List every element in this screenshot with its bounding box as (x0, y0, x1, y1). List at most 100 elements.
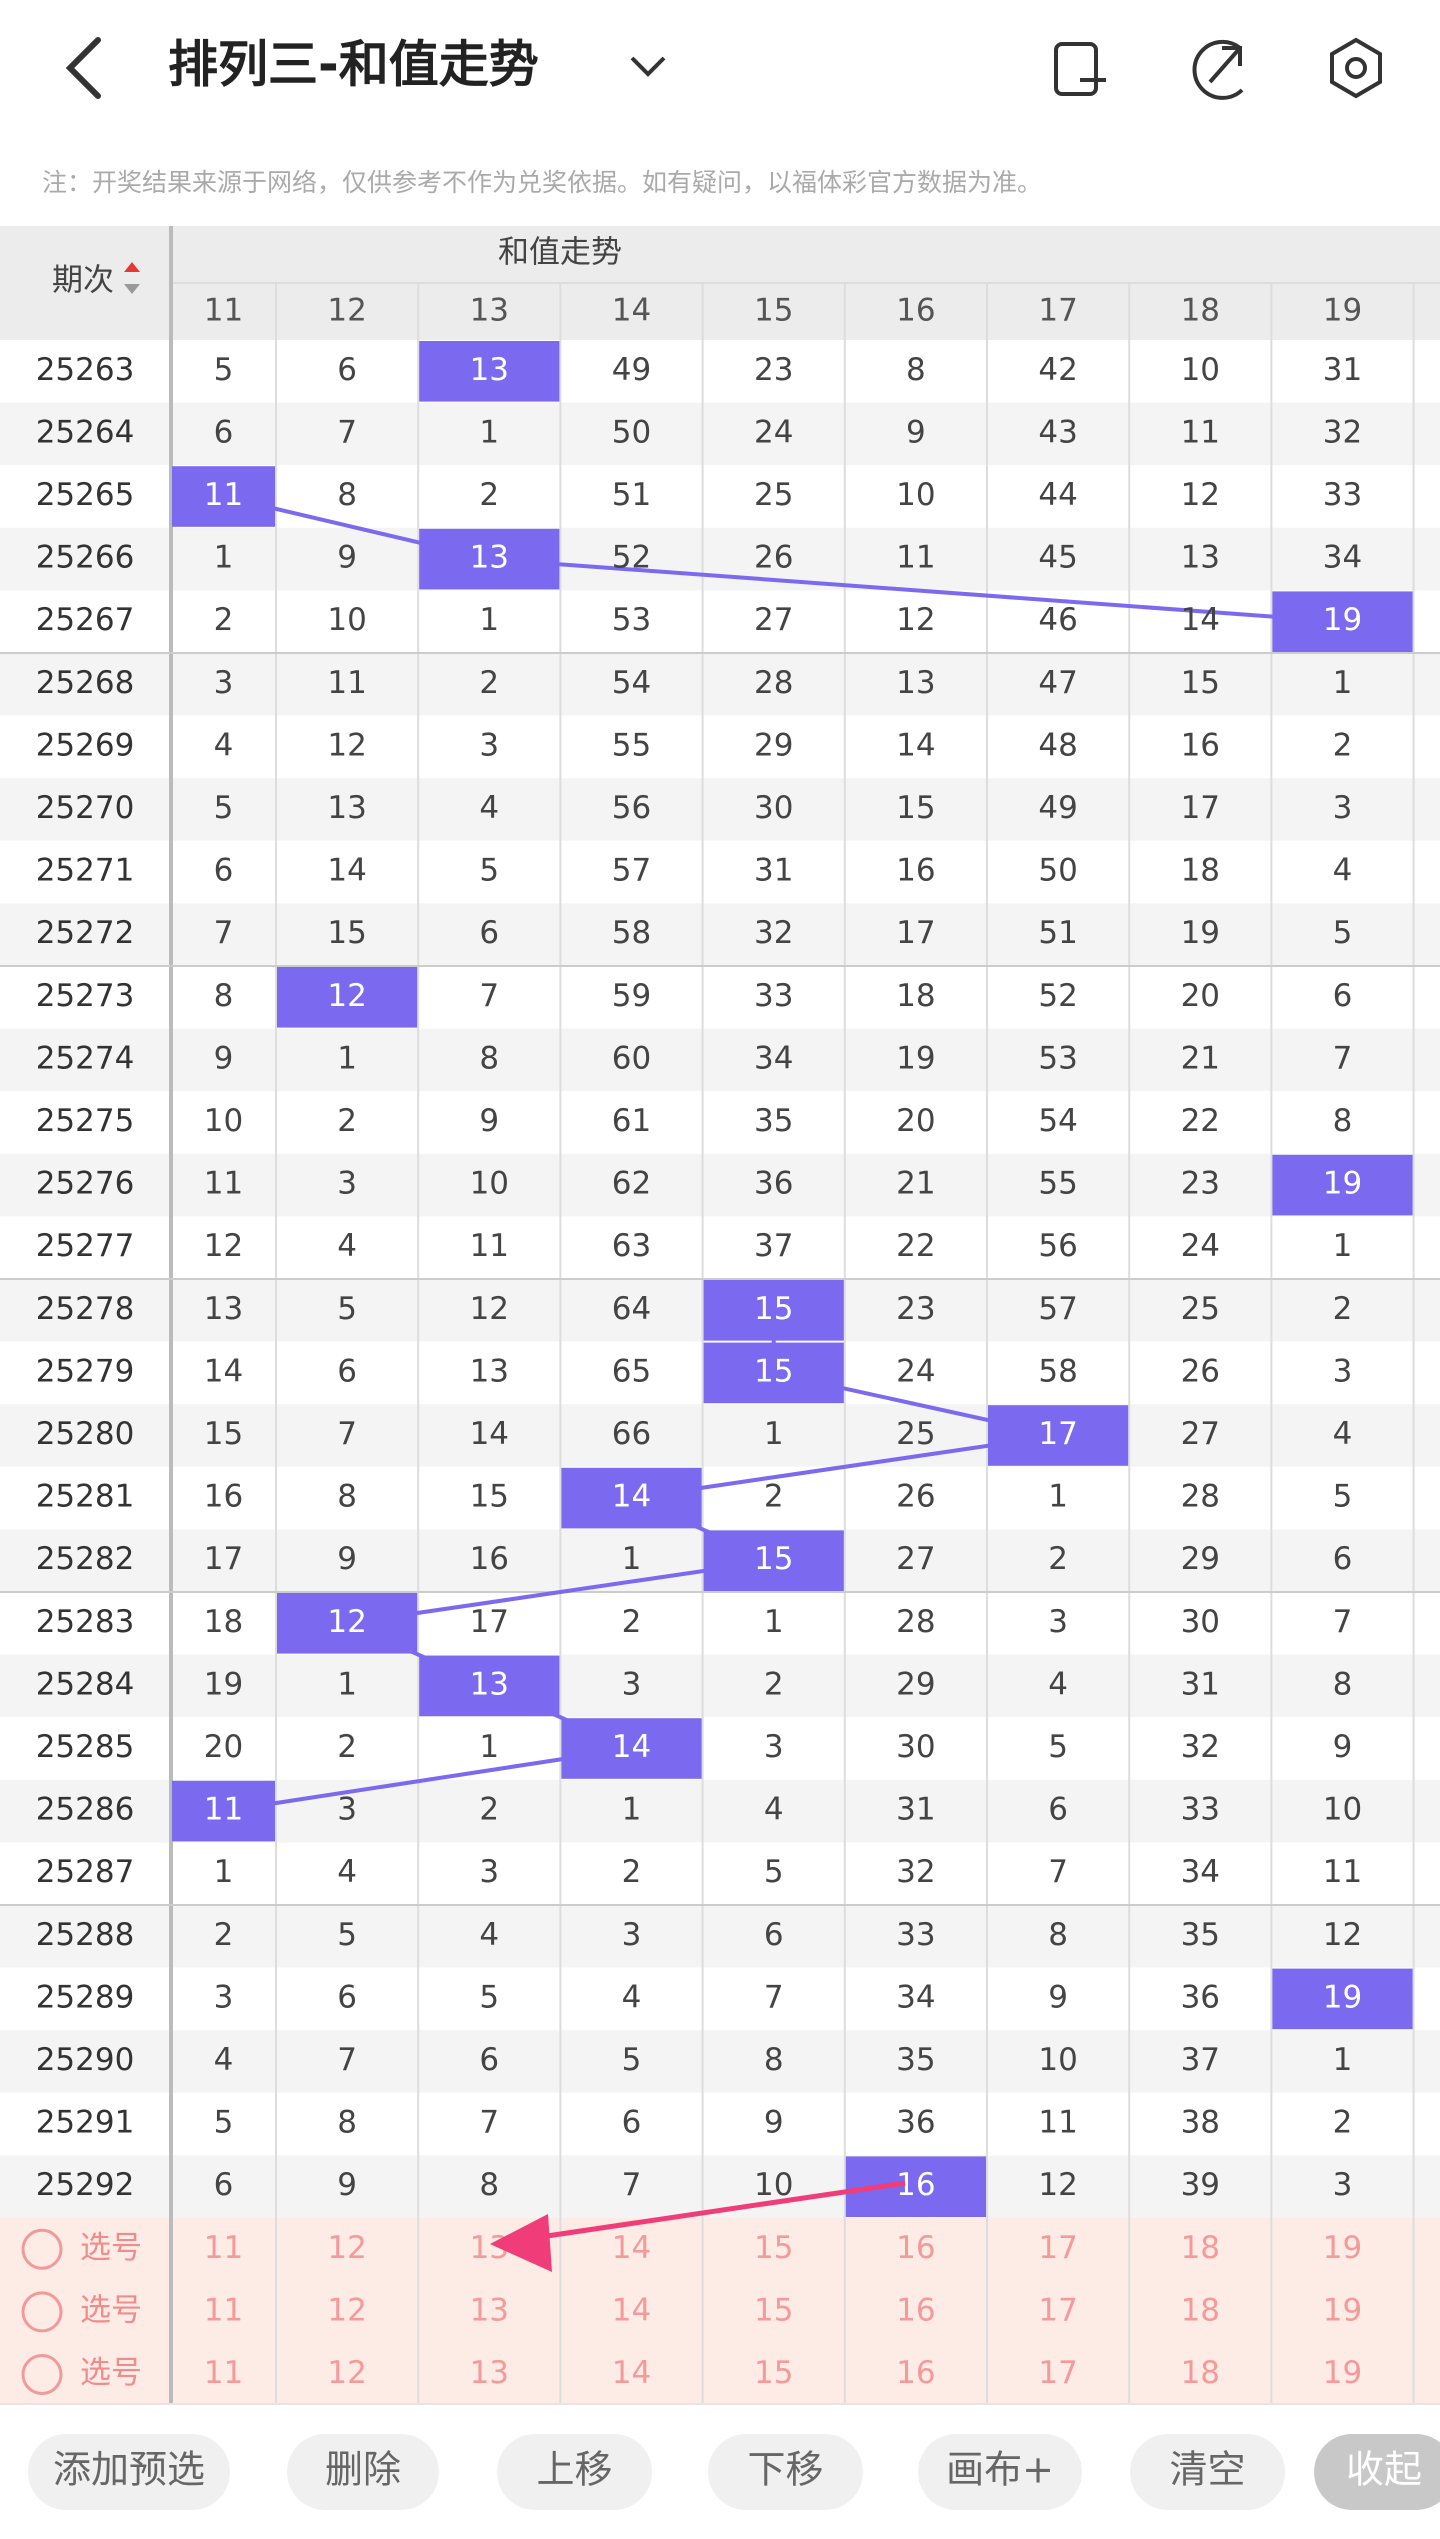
pick-number[interactable]: 17 (1038, 2292, 1077, 2328)
toolbar-button[interactable] (497, 2434, 652, 2510)
cell-value: 61 (612, 1103, 651, 1139)
period: 25292 (36, 2167, 135, 2203)
pick-number[interactable]: 18 (1181, 2355, 1220, 2391)
pick-number[interactable]: 16 (896, 2292, 935, 2328)
period: 25288 (36, 1917, 135, 1953)
toolbar-button-label[interactable]: 下移 (747, 2448, 823, 2492)
highlight-cell (419, 341, 560, 402)
pick-number[interactable]: 14 (612, 2355, 651, 2391)
icon-share[interactable] (1192, 39, 1244, 100)
period: 25266 (36, 540, 135, 576)
pick-label: 选号 (80, 2230, 142, 2266)
highlight-cell (1272, 1968, 1413, 2030)
cell-value: 36 (896, 2105, 935, 2141)
cell-value: 33 (1323, 477, 1362, 513)
cell-value: 31 (1181, 1666, 1220, 1702)
pick-number[interactable]: 13 (470, 2355, 509, 2391)
pick-number[interactable]: 19 (1323, 2230, 1362, 2266)
pick-number[interactable]: 16 (896, 2230, 935, 2266)
cell-value: 28 (754, 665, 793, 701)
pick-radio[interactable] (21, 2291, 63, 2333)
row-bg (0, 1404, 1440, 1467)
period: 25286 (36, 1792, 135, 1828)
pick-number[interactable]: 17 (1038, 2355, 1077, 2391)
icon-settings[interactable] (1330, 37, 1382, 99)
cell-value: 1 (1333, 665, 1353, 701)
icon-phone[interactable] (1054, 42, 1106, 96)
toolbar-button-label[interactable]: 收起 (1346, 2448, 1422, 2492)
cell-value: 37 (1181, 2042, 1220, 2078)
pick-number[interactable]: 19 (1323, 2355, 1362, 2391)
back-button[interactable] (65, 37, 101, 99)
cell-value: 7 (764, 1979, 784, 2015)
sort-icon[interactable] (124, 262, 140, 272)
toolbar-button[interactable] (918, 2434, 1082, 2510)
cell-value: 7 (622, 2167, 642, 2203)
cell-value: 4 (1333, 1416, 1353, 1452)
cell-value: 14 (204, 1353, 243, 1389)
toolbar-button-label[interactable]: 清空 (1169, 2448, 1245, 2492)
toolbar-button[interactable] (1130, 2434, 1285, 2510)
pick-number[interactable]: 18 (1181, 2230, 1220, 2266)
toolbar-button-label[interactable]: 上移 (536, 2448, 612, 2492)
cell-value: 20 (896, 1103, 935, 1139)
annotation-arrow (519, 2180, 906, 2243)
pick-radio[interactable] (21, 2228, 63, 2270)
cell-value: 10 (1181, 352, 1220, 388)
cell-value: 14 (612, 1479, 651, 1515)
row-bg (0, 590, 1440, 653)
pick-number[interactable]: 15 (754, 2292, 793, 2328)
toolbar-button[interactable] (28, 2434, 230, 2510)
cell-value: 11 (1038, 2105, 1077, 2141)
period: 25278 (36, 1291, 135, 1327)
toolbar-button-label[interactable]: 添加预选 (53, 2448, 205, 2492)
pick-number[interactable]: 13 (470, 2292, 509, 2328)
cell-value: 21 (1181, 1040, 1220, 1076)
pick-number[interactable]: 17 (1038, 2230, 1077, 2266)
column-header: 17 (1038, 293, 1077, 329)
pick-number[interactable]: 14 (612, 2230, 651, 2266)
period: 25289 (36, 1979, 135, 2015)
pick-number[interactable]: 11 (204, 2292, 243, 2328)
cell-value: 14 (327, 853, 366, 889)
notice: 注：开奖结果来源于网络，仅供参考不作为兑奖依据。如有疑问，以福体彩官方数据为准。 (42, 168, 1042, 197)
title-dropdown[interactable] (630, 56, 666, 77)
pick-number[interactable]: 15 (754, 2355, 793, 2391)
cell-value: 8 (1048, 1917, 1068, 1953)
cell-value: 33 (754, 978, 793, 1014)
pick-number[interactable]: 12 (327, 2292, 366, 2328)
cell-value: 17 (896, 915, 935, 951)
pick-number[interactable]: 11 (204, 2230, 243, 2266)
cell-value: 31 (896, 1792, 935, 1828)
trend-line (346, 1621, 491, 1688)
pick-number[interactable]: 18 (1181, 2292, 1220, 2328)
pick-number[interactable]: 14 (612, 2292, 651, 2328)
cell-value: 2 (337, 1103, 357, 1139)
pick-number[interactable]: 12 (327, 2355, 366, 2391)
cell-value: 11 (204, 477, 243, 513)
cell-value: 46 (1038, 602, 1077, 638)
toolbar-button[interactable] (1314, 2434, 1440, 2510)
toolbar-button-label[interactable]: 画布+ (946, 2448, 1054, 2492)
cell-value: 18 (1181, 853, 1220, 889)
cell-value: 33 (1181, 1792, 1220, 1828)
pick-number[interactable]: 11 (204, 2355, 243, 2391)
pick-number[interactable]: 16 (896, 2355, 935, 2391)
pick-number[interactable]: 19 (1323, 2292, 1362, 2328)
pick-number[interactable]: 12 (327, 2230, 366, 2266)
cell-value: 62 (612, 1166, 651, 1202)
row-bg (0, 778, 1440, 841)
sort-icon[interactable] (124, 284, 140, 294)
toolbar-button[interactable] (287, 2434, 439, 2510)
pick-number[interactable]: 15 (754, 2230, 793, 2266)
period: 25281 (36, 1479, 135, 1515)
period: 25263 (36, 352, 135, 388)
cell-value: 2 (1048, 1541, 1068, 1577)
pick-radio[interactable] (21, 2354, 63, 2395)
cell-value: 8 (337, 477, 357, 513)
toolbar-button[interactable] (708, 2434, 863, 2510)
period: 25282 (36, 1541, 135, 1577)
toolbar-button-label[interactable]: 删除 (325, 2448, 401, 2492)
cell-value: 4 (479, 790, 499, 826)
cell-value: 18 (204, 1604, 243, 1640)
